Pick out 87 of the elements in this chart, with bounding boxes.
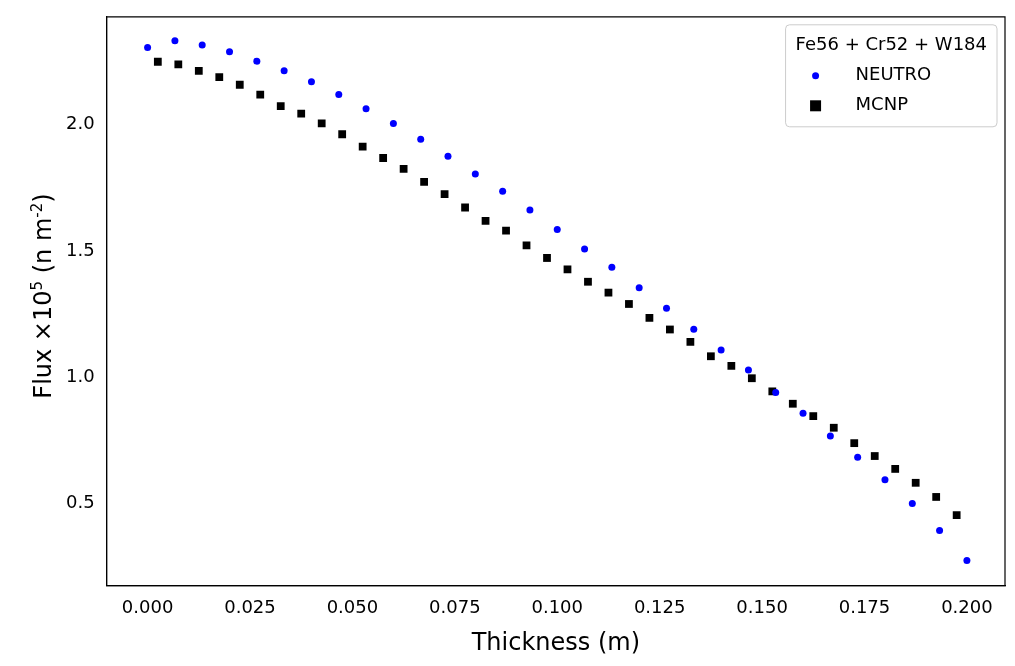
point [826, 432, 834, 440]
point [829, 423, 838, 432]
point [706, 352, 715, 361]
x-tick-label: 0.025 [224, 596, 276, 618]
y-tick-label: 1.0 [65, 364, 95, 386]
point [543, 254, 551, 262]
point [362, 105, 370, 113]
point [635, 284, 643, 292]
point [280, 67, 288, 75]
point [471, 170, 479, 178]
point [870, 452, 879, 460]
point [604, 288, 613, 297]
point [936, 527, 944, 535]
point [854, 453, 862, 461]
point [932, 493, 941, 501]
point [276, 102, 285, 111]
point [526, 206, 534, 214]
point [144, 44, 152, 52]
point [744, 366, 752, 374]
point [226, 48, 234, 56]
point [444, 152, 452, 160]
point [297, 109, 306, 118]
point [399, 164, 408, 173]
x-tick-label: 0.200 [941, 596, 993, 618]
point [215, 73, 224, 82]
point [389, 119, 397, 127]
point [198, 41, 206, 49]
point [717, 346, 725, 354]
point [317, 119, 326, 128]
x-tick-label: 0.150 [736, 596, 788, 618]
x-tick-label: 0.125 [633, 596, 686, 618]
point [747, 374, 756, 383]
point [153, 57, 162, 66]
point [727, 361, 736, 370]
x-tick-label: 0.000 [121, 596, 174, 618]
point [690, 325, 698, 333]
point [666, 325, 674, 334]
point [908, 500, 916, 508]
legend-label: NEUTRO [855, 63, 932, 85]
point [788, 399, 797, 408]
point [256, 90, 265, 99]
x-axis-title: Thickness (m) [470, 627, 640, 656]
point [335, 91, 343, 99]
point [417, 135, 425, 143]
x-tick-label: 0.100 [531, 596, 584, 618]
point [686, 337, 695, 346]
legend-label: MCNP [855, 93, 909, 115]
legend-title: Fe56 + Cr52 + W184 [795, 33, 988, 55]
point [772, 388, 780, 396]
x-tick-label: 0.175 [838, 596, 891, 618]
point [235, 80, 244, 89]
point [174, 60, 183, 69]
y-tick-label: 1.5 [65, 238, 95, 260]
point [581, 245, 589, 253]
y-tick-label: 0.5 [65, 491, 95, 513]
point [563, 265, 572, 274]
point [799, 409, 807, 417]
point [522, 241, 531, 250]
point [645, 313, 654, 322]
y-tick-label: 2.0 [65, 112, 95, 134]
point [461, 203, 469, 212]
point [625, 300, 633, 308]
point [379, 154, 388, 162]
point [194, 66, 203, 75]
point [440, 190, 449, 198]
point [963, 557, 971, 565]
point [338, 130, 347, 139]
x-tick-label: 0.075 [429, 596, 481, 618]
point [499, 187, 507, 195]
point [809, 412, 818, 421]
x-tick-label: 0.050 [326, 596, 379, 618]
point [911, 478, 920, 487]
point [850, 439, 859, 448]
point [358, 142, 367, 151]
point [663, 304, 670, 312]
point [420, 178, 428, 186]
point [481, 216, 490, 225]
point [881, 476, 889, 484]
point [502, 226, 510, 235]
point [253, 57, 261, 65]
point [891, 465, 900, 473]
point [584, 277, 592, 286]
point [307, 78, 315, 86]
point [952, 511, 961, 520]
point [553, 225, 561, 233]
point [608, 263, 616, 271]
point [171, 37, 179, 45]
